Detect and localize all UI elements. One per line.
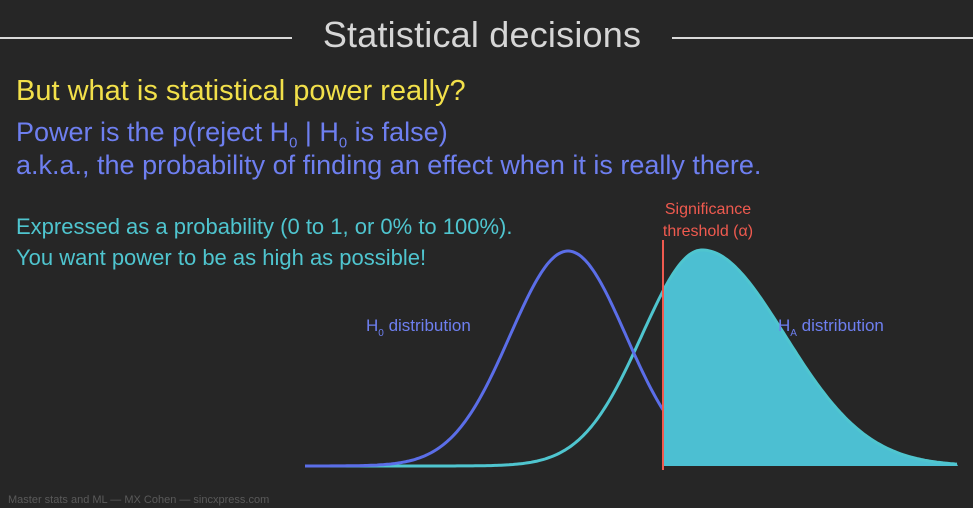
ha-power-area	[663, 250, 958, 466]
ha-label-prefix: H	[778, 316, 790, 335]
want-text: You want power to be as high as possible…	[16, 245, 427, 270]
definition-sub-1: 0	[289, 135, 298, 152]
definition-prefix: Power is the p(reject H	[16, 117, 290, 147]
definition-sub-2: 0	[338, 135, 348, 152]
h0-distribution-curve	[305, 249, 665, 468]
definition-suffix: is false)	[347, 117, 448, 147]
h0-label-prefix: H	[366, 316, 378, 335]
h0-distribution-label: H0 distribution	[366, 316, 471, 339]
ha-label-suffix: distribution	[797, 316, 884, 335]
h0-label-sub: 0	[378, 328, 384, 339]
title-divider-left	[0, 37, 292, 39]
expressed-text: Expressed as a probability (0 to 1, or 0…	[16, 214, 513, 239]
slide-title-row: Statistical decisions	[0, 8, 973, 64]
threshold-label-line2: threshold (α)	[663, 223, 753, 240]
question-text: But what is statistical power really?	[16, 75, 466, 107]
power-definition: Power is the p(reject H0 | H0 is false)	[16, 117, 448, 152]
ha-distribution-label: HA distribution	[778, 316, 884, 339]
threshold-label-line1: Significance	[665, 201, 751, 218]
definition-mid: | H	[297, 117, 339, 147]
ha-label-sub: A	[790, 328, 797, 339]
footer-credit: Master stats and ML — MX Cohen — sincxpr…	[8, 494, 270, 506]
slide-title: Statistical decisions	[322, 14, 642, 55]
ha-distribution-curve	[305, 248, 958, 468]
h0-label-suffix: distribution	[384, 316, 471, 335]
title-divider-right	[672, 37, 973, 39]
aka-text: a.k.a., the probability of finding an ef…	[16, 150, 762, 180]
